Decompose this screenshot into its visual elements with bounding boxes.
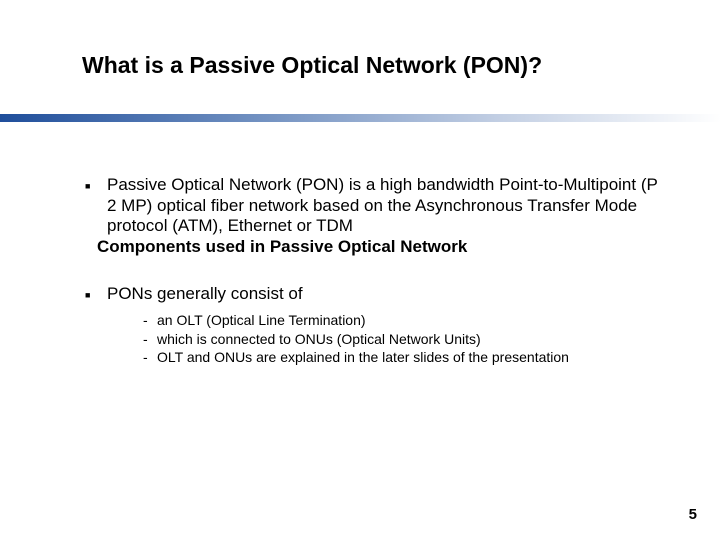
sub-item: - which is connected to ONUs (Optical Ne… (143, 330, 665, 349)
sub-item-text: an OLT (Optical Line Termination) (157, 311, 366, 330)
sub-list: - an OLT (Optical Line Termination) - wh… (143, 311, 665, 368)
page-number: 5 (689, 506, 697, 523)
sub-item-text: OLT and ONUs are explained in the later … (157, 348, 569, 367)
spacer (85, 258, 665, 284)
dash-marker: - (143, 330, 157, 349)
sub-item-text: which is connected to ONUs (Optical Netw… (157, 330, 481, 349)
slide-body: ■ Passive Optical Network (PON) is a hig… (85, 175, 665, 367)
bullet-subheading: Components used in Passive Optical Netwo… (97, 237, 665, 258)
bullet-item: ■ Passive Optical Network (PON) is a hig… (85, 175, 665, 258)
bullet-item: ■ PONs generally consist of - an OLT (Op… (85, 284, 665, 367)
sub-item: - OLT and ONUs are explained in the late… (143, 348, 665, 367)
bullet-text: Passive Optical Network (PON) is a high … (107, 175, 665, 258)
bullet-text: PONs generally consist of - an OLT (Opti… (107, 284, 665, 367)
dash-marker: - (143, 348, 157, 367)
bullet-text-span: Passive Optical Network (PON) is a high … (107, 175, 658, 235)
bullet-marker: ■ (85, 284, 107, 305)
slide-title: What is a Passive Optical Network (PON)? (82, 52, 542, 79)
bullet-text-span: PONs generally consist of (107, 284, 303, 303)
dash-marker: - (143, 311, 157, 330)
slide: What is a Passive Optical Network (PON)?… (0, 0, 721, 541)
bullet-marker: ■ (85, 175, 107, 196)
sub-item: - an OLT (Optical Line Termination) (143, 311, 665, 330)
title-divider (0, 114, 721, 122)
